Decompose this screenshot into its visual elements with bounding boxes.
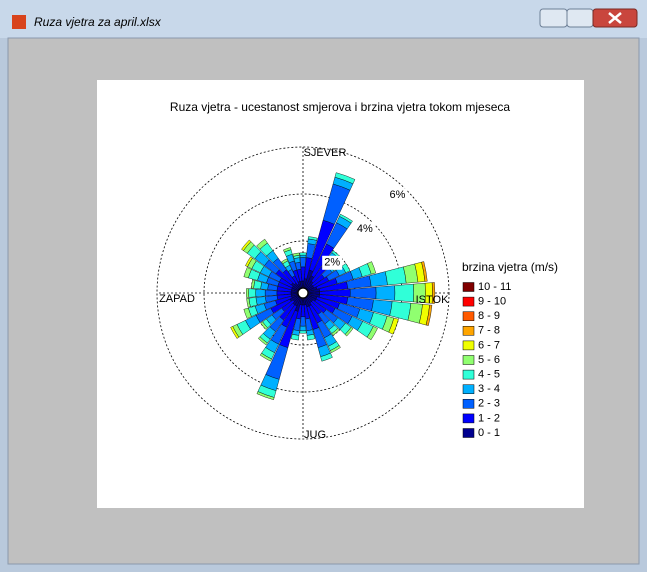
legend-swatch	[462, 369, 475, 380]
wind-segment	[299, 257, 307, 268]
wind-segment	[299, 252, 307, 256]
legend-swatch	[462, 311, 475, 321]
wind-segment	[281, 258, 289, 265]
legend-swatch	[462, 326, 475, 336]
wind-segment	[367, 261, 377, 275]
wind-segment	[341, 263, 351, 273]
ring-label-bg	[354, 221, 375, 236]
wind-segment	[306, 333, 316, 341]
legend-label: 5 - 6	[478, 354, 500, 366]
wind-segment	[320, 352, 333, 362]
wind-segment	[255, 288, 266, 298]
wind-segment	[245, 256, 253, 267]
legend-label: 8 - 9	[478, 310, 500, 322]
wind-segment	[256, 391, 275, 401]
compass-label: ZAPAD	[159, 293, 195, 305]
wind-segment	[264, 289, 278, 297]
wind-segment	[299, 254, 307, 258]
wind-segment	[330, 345, 341, 353]
close-icon	[608, 12, 622, 24]
legend-label: 4 - 5	[478, 369, 500, 381]
legend-title: brzina vjetra (m/s)	[462, 260, 558, 274]
legend-label: 10 - 11	[478, 281, 511, 293]
wind-segment	[256, 238, 268, 250]
wind-segment	[425, 304, 433, 326]
title-bar	[0, 0, 647, 38]
wind-segment	[349, 286, 377, 300]
legend-swatch	[462, 355, 475, 365]
legend-swatch	[462, 384, 475, 394]
wind-segment	[292, 252, 300, 257]
legend-label: 1 - 2	[478, 412, 500, 424]
wind-segment	[299, 325, 307, 332]
ring-label-bg	[387, 188, 408, 203]
minimize-button[interactable]	[539, 8, 568, 28]
wind-segment	[339, 213, 353, 224]
wind-segment	[290, 333, 300, 341]
ring-label: 6%	[390, 189, 406, 201]
legend-swatch	[462, 428, 475, 438]
wind-segment	[331, 328, 340, 336]
compass-label: ISTOK	[416, 294, 449, 306]
legend-label: 0 - 1	[478, 427, 500, 439]
legend-label: 6 - 7	[478, 339, 500, 351]
wind-segment	[243, 267, 252, 279]
wind-segment	[388, 317, 399, 335]
app-icon	[12, 15, 26, 29]
center-hole	[297, 287, 309, 299]
legend-swatch	[462, 399, 475, 409]
wind-segment	[259, 352, 272, 362]
wind-segment	[300, 316, 306, 327]
wind-segment	[260, 321, 268, 330]
compass-label: SJEVER	[304, 147, 347, 159]
wind-segment	[248, 288, 257, 298]
wind-segment	[375, 285, 396, 301]
ring-label: 2%	[324, 257, 340, 269]
legend-swatch	[462, 413, 475, 424]
ring-label-bg	[322, 255, 343, 270]
wind-segment	[243, 307, 252, 319]
wind-segment	[334, 172, 356, 185]
wind-segment	[299, 330, 307, 334]
wind-segment	[421, 261, 428, 282]
maximize-button[interactable]	[566, 8, 594, 28]
legend-label: 3 - 4	[478, 383, 500, 395]
legend-swatch	[462, 282, 475, 292]
wind-segment	[366, 326, 378, 341]
wind-segment	[246, 288, 250, 298]
wind-segment	[431, 282, 436, 304]
legend-label: 2 - 3	[478, 398, 500, 410]
wind-segment	[307, 236, 318, 241]
legend-swatch	[462, 340, 475, 351]
wind-segment	[230, 326, 240, 339]
legend-label: 7 - 8	[478, 325, 500, 337]
wind-segment	[257, 336, 268, 346]
wind-segment	[246, 297, 251, 308]
wind-segment	[394, 283, 414, 303]
legend-swatch	[462, 296, 475, 307]
compass-label: JUG	[304, 429, 326, 441]
chart-title: Ruza vjetra - ucestanost smjerova i brzi…	[170, 100, 510, 114]
wind-segment	[241, 239, 252, 251]
legend-label: 9 - 10	[478, 296, 506, 308]
ring-label: 4%	[357, 223, 373, 235]
window-title: Ruza vjetra za april.xlsx	[34, 15, 162, 29]
wind-segment	[344, 326, 354, 337]
wind-segment	[251, 279, 256, 289]
wind-segment	[283, 247, 292, 253]
